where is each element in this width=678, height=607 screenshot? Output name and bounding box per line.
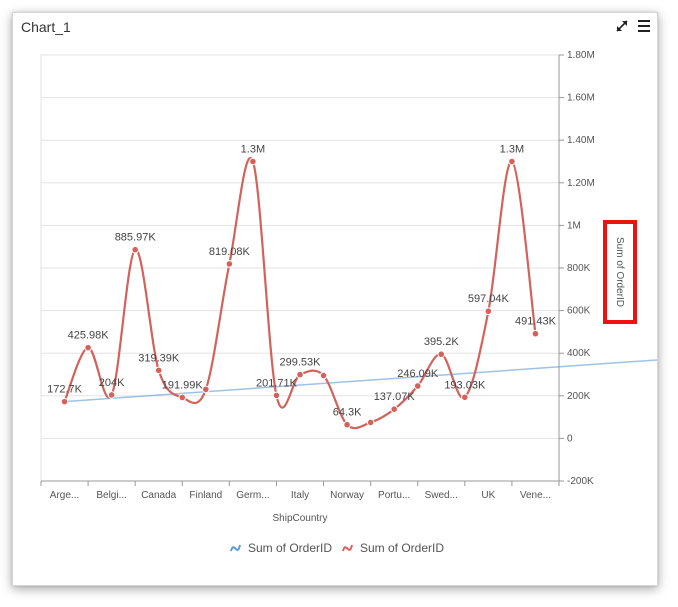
spline-icon xyxy=(342,544,353,552)
y-tick-label: 1.20M xyxy=(567,178,595,189)
data-point xyxy=(390,405,398,414)
data-point xyxy=(437,350,446,359)
data-label: 425.98K xyxy=(68,330,110,342)
expand-icon[interactable] xyxy=(615,19,629,33)
data-label: 64.3K xyxy=(333,407,362,419)
panel-title: Chart_1 xyxy=(21,19,71,35)
chart-panel: Chart_1 -200K 0 200K 400K 600K 800K 1M 1.20M 1.4… xyxy=(12,12,658,586)
data-point xyxy=(154,366,163,375)
data-point xyxy=(225,260,234,268)
data-label: 319.39K xyxy=(138,352,180,364)
x-tick-label: Belgi... xyxy=(96,490,127,501)
data-label: 299.53K xyxy=(280,357,322,369)
data-point xyxy=(343,420,351,429)
spline-icon xyxy=(230,544,241,552)
y-tick-label: 0 xyxy=(567,433,573,444)
data-label: 193.03K xyxy=(444,379,486,391)
x-tick-label: Vene... xyxy=(520,490,551,501)
data-label: 819.08K xyxy=(209,246,251,258)
series-line xyxy=(64,359,657,403)
x-tick-label: Finland xyxy=(189,490,222,501)
data-point xyxy=(60,397,69,406)
y-tick-label: 1.80M xyxy=(567,50,595,61)
y-tick-label: 1M xyxy=(567,220,581,231)
data-point xyxy=(484,307,493,316)
data-point xyxy=(178,393,187,402)
data-label: 246.09K xyxy=(397,368,439,380)
data-label: 172.7K xyxy=(47,384,83,396)
x-tick-label: Portu... xyxy=(378,490,410,501)
x-axis-title: ShipCountry xyxy=(272,513,327,524)
data-point xyxy=(272,391,281,400)
data-label: 491.43K xyxy=(515,316,557,328)
x-tick-label: Germ... xyxy=(236,490,269,501)
data-label: 137.07K xyxy=(374,391,416,403)
x-tick-label: UK xyxy=(481,490,495,501)
data-point xyxy=(84,343,92,352)
legend-label: Sum of OrderID xyxy=(360,541,444,555)
data-label: 885.97K xyxy=(115,232,157,244)
data-point xyxy=(107,391,116,399)
data-label: 1.3M xyxy=(500,144,524,156)
x-tick-label: Canada xyxy=(141,490,176,501)
data-point xyxy=(202,385,210,394)
legend-label: Sum of OrderID xyxy=(248,541,332,555)
data-label: 597.04K xyxy=(468,293,510,305)
series-line xyxy=(63,157,537,430)
data-label: 201.71K xyxy=(256,377,298,389)
data-point xyxy=(296,370,304,379)
data-point xyxy=(366,418,375,427)
x-tick-label: Swed... xyxy=(425,490,458,501)
y-tick-label: 200K xyxy=(567,391,591,402)
legend-item: Sum of OrderID xyxy=(342,541,444,555)
x-tick-label: Italy xyxy=(291,490,309,501)
y-tick-label: 1.60M xyxy=(567,93,595,104)
data-point xyxy=(413,382,422,390)
data-point xyxy=(249,157,257,166)
y-tick-label: 1.40M xyxy=(567,135,595,146)
data-point xyxy=(508,157,516,166)
y-tick-label: 800K xyxy=(567,263,591,274)
x-tick-label: Norway xyxy=(330,490,364,501)
line-chart: -200K 0 200K 400K 600K 800K 1M 1.20M 1.40M 1.60M 1… xyxy=(40,50,657,555)
x-tick-label: Arge... xyxy=(50,490,79,501)
data-point xyxy=(319,371,328,380)
data-point xyxy=(131,245,139,254)
y-axis-title: Sum of OrderID xyxy=(614,237,625,307)
data-label: 395.2K xyxy=(424,336,460,348)
y-axis-title-highlight xyxy=(603,220,637,324)
data-label: 191.99K xyxy=(162,380,204,392)
legend-item: Sum of OrderID xyxy=(230,541,332,555)
data-label: 1.3M xyxy=(241,144,265,156)
y-tick-label: 600K xyxy=(567,306,591,317)
data-point xyxy=(461,393,469,402)
y-tick-label: -200K xyxy=(567,476,594,487)
data-label: 204K xyxy=(99,377,125,389)
y-tick-label: 400K xyxy=(567,348,591,359)
menu-icon[interactable] xyxy=(637,18,651,34)
data-point xyxy=(531,329,540,338)
